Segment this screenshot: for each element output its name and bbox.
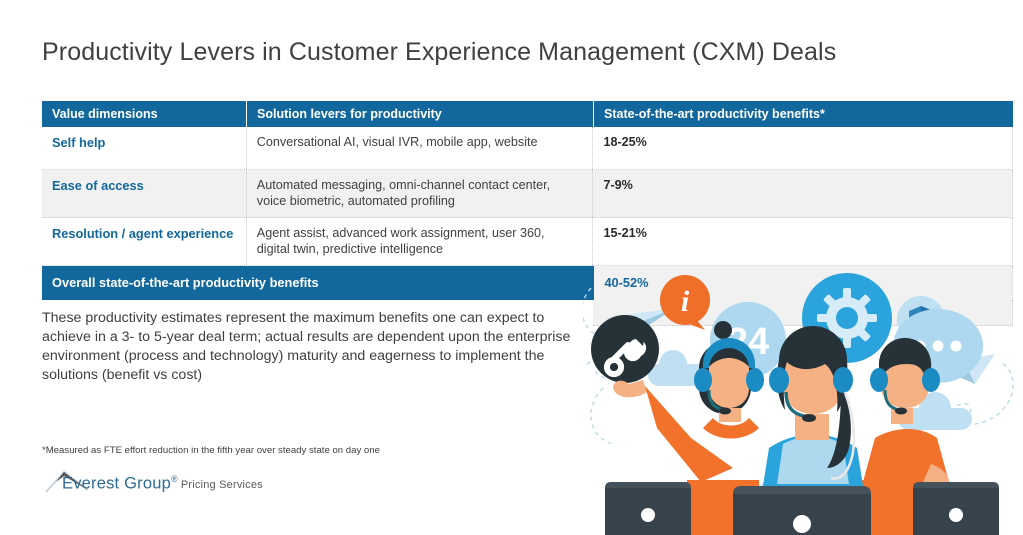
logo-wordmark: Everest Group®Pricing Services bbox=[62, 474, 263, 494]
column-header-solution-levers: Solution levers for productivity bbox=[246, 101, 593, 127]
footnote: *Measured as FTE effort reduction in the… bbox=[42, 445, 380, 456]
column-header-value-dimensions: Value dimensions bbox=[52, 107, 158, 121]
illustration-svg: 24 i bbox=[583, 273, 1014, 535]
cloud-icon bbox=[898, 392, 972, 430]
cell-value-dimension: Ease of access bbox=[52, 178, 144, 193]
cell-solution-levers: Automated messaging, omni-channel contac… bbox=[245, 170, 593, 217]
page-title: Productivity Levers in Customer Experien… bbox=[42, 38, 837, 66]
cell-value-dimension: Resolution / agent experience bbox=[52, 226, 234, 241]
info-bubble: i bbox=[660, 275, 710, 330]
explanatory-paragraph: These productivity estimates represent t… bbox=[42, 310, 571, 383]
wrench-icon bbox=[591, 315, 659, 383]
cell-productivity-benefit: 15-21% bbox=[592, 218, 1012, 265]
summary-label: Overall state-of-the-art productivity be… bbox=[42, 266, 593, 300]
registered-mark: ® bbox=[170, 473, 178, 484]
table-row: Self help Conversational AI, visual IVR,… bbox=[42, 127, 1013, 170]
table-row: Resolution / agent experience Agent assi… bbox=[42, 218, 1013, 266]
cell-solution-levers: Agent assist, advanced work assignment, … bbox=[245, 218, 593, 265]
table-row: Ease of access Automated messaging, omni… bbox=[42, 170, 1013, 218]
laptop-right bbox=[913, 482, 999, 535]
column-header-productivity-benefits: State-of-the-art productivity benefits* bbox=[593, 101, 1013, 127]
cell-productivity-benefit: 18-25% bbox=[592, 127, 1012, 169]
cell-value-dimension: Self help bbox=[52, 135, 106, 150]
everest-group-logo: Everest Group®Pricing Services bbox=[44, 464, 291, 494]
logo-tagline: Pricing Services bbox=[180, 479, 263, 491]
table-header-row: Value dimensions Solution levers for pro… bbox=[42, 101, 1013, 127]
mountain-peak-icon bbox=[44, 466, 90, 494]
laptop-left bbox=[605, 482, 691, 535]
laptop-center bbox=[733, 486, 871, 535]
gear-icon bbox=[817, 288, 877, 348]
cell-productivity-benefit: 7-9% bbox=[592, 170, 1012, 217]
cell-solution-levers: Conversational AI, visual IVR, mobile ap… bbox=[245, 127, 593, 169]
info-bubble-label: i bbox=[681, 285, 690, 318]
customer-support-illustration: 24 i bbox=[583, 268, 1023, 535]
logo-name: Everest Group bbox=[62, 474, 171, 492]
